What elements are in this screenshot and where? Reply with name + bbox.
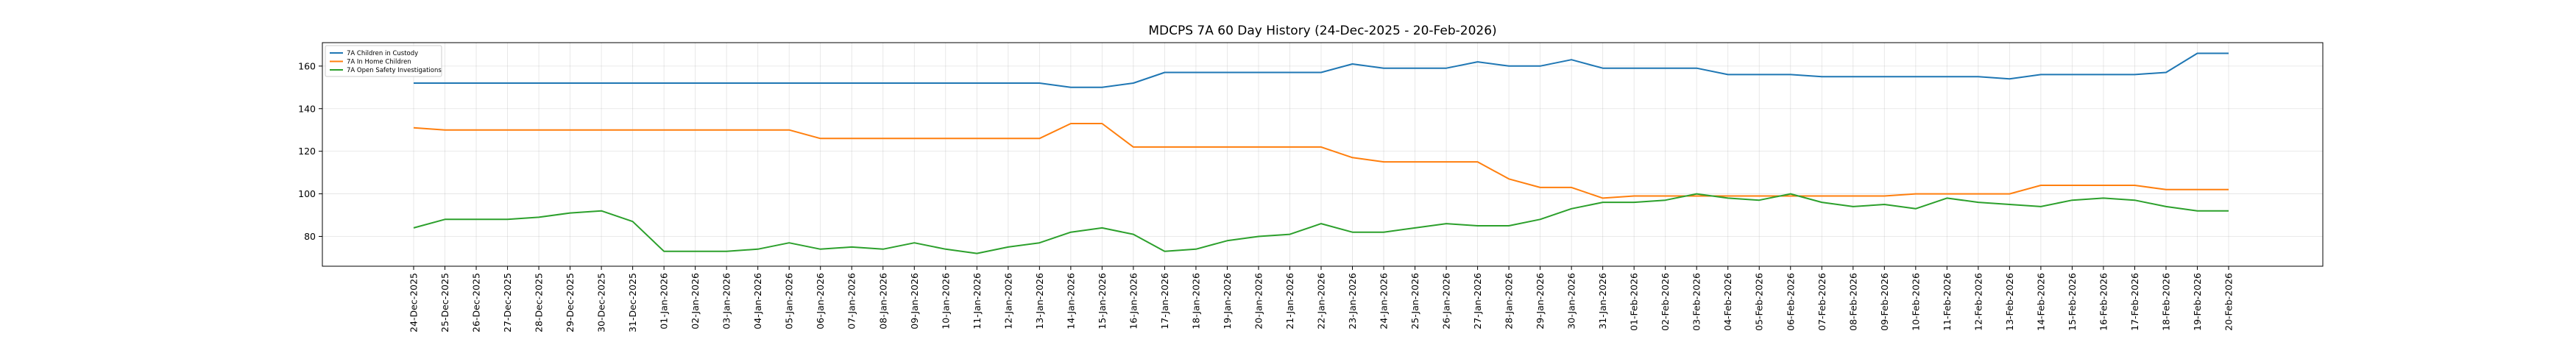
x-tick-label: 25-Dec-2025 [439, 273, 450, 332]
y-tick-label: 80 [304, 231, 316, 242]
y-axis: 80 100 120 140 160 [298, 60, 322, 242]
x-tick-label: 01-Jan-2026 [659, 273, 670, 329]
legend-label-2: 7A Open Safety Investigations [347, 67, 442, 74]
x-tick-label: 01-Feb-2026 [1629, 273, 1640, 331]
x-tick-label: 18-Feb-2026 [2160, 273, 2171, 331]
series-line-2 [413, 193, 2229, 254]
x-tick-label: 22-Jan-2026 [1316, 273, 1327, 329]
x-tick-label: 14-Feb-2026 [2035, 273, 2046, 331]
x-tick-label: 17-Feb-2026 [2129, 273, 2140, 331]
plot-area-frame [322, 42, 2324, 267]
x-tick-label: 03-Jan-2026 [721, 273, 732, 329]
x-tick-label: 06-Feb-2026 [1785, 273, 1796, 331]
x-tick-label: 04-Feb-2026 [1722, 273, 1733, 331]
x-tick-label: 09-Jan-2026 [909, 273, 920, 329]
x-tick-label: 10-Jan-2026 [940, 273, 951, 329]
legend-label-0: 7A Children in Custody [347, 50, 418, 57]
x-tick-label: 24-Jan-2026 [1379, 273, 1390, 329]
x-tick-label: 26-Jan-2026 [1441, 273, 1452, 329]
series-line-1 [413, 123, 2229, 199]
y-tick-label: 120 [298, 146, 316, 157]
x-tick-label: 10-Feb-2026 [1910, 273, 1921, 331]
x-tick-label: 13-Jan-2026 [1034, 273, 1045, 329]
x-tick-label: 20-Feb-2026 [2223, 273, 2234, 331]
x-tick-label: 28-Dec-2025 [534, 273, 545, 332]
x-tick-label: 05-Jan-2026 [784, 273, 795, 329]
x-tick-label: 28-Jan-2026 [1504, 273, 1515, 329]
x-tick-label: 30-Jan-2026 [1566, 273, 1577, 329]
x-tick-label: 09-Feb-2026 [1879, 273, 1890, 331]
x-tick-label: 30-Dec-2025 [596, 273, 607, 332]
x-axis: 24-Dec-2025 25-Dec-2025 26-Dec-2025 27-Dec-… [408, 266, 2234, 332]
x-tick-label: 08-Jan-2026 [877, 273, 888, 329]
series-line-0 [414, 52, 2229, 88]
x-tick-label: 14-Jan-2026 [1065, 273, 1076, 329]
x-tick-label: 16-Jan-2026 [1128, 273, 1139, 329]
x-tick-label: 15-Feb-2026 [2067, 273, 2078, 331]
y-tick-label: 140 [298, 103, 316, 114]
x-tick-label: 26-Dec-2025 [471, 273, 482, 332]
x-tick-label: 31-Dec-2025 [627, 273, 638, 332]
x-tick-label: 27-Dec-2025 [502, 273, 513, 332]
series-layer [413, 52, 2229, 254]
x-tick-label: 08-Feb-2026 [1847, 273, 1858, 331]
x-tick-label: 05-Feb-2026 [1754, 273, 1765, 331]
grid [322, 43, 2323, 266]
x-tick-label: 27-Jan-2026 [1472, 273, 1483, 329]
legend: 7A Children in Custody 7A In Home Childre… [325, 45, 442, 77]
x-tick-label: 25-Jan-2026 [1409, 273, 1420, 329]
x-tick-label: 19-Feb-2026 [2192, 273, 2203, 331]
x-tick-label: 02-Jan-2026 [690, 273, 701, 329]
x-tick-label: 12-Feb-2026 [1972, 273, 1984, 331]
x-tick-label: 20-Jan-2026 [1253, 273, 1264, 329]
x-tick-label: 18-Jan-2026 [1190, 273, 1201, 329]
x-tick-label: 29-Jan-2026 [1535, 273, 1546, 329]
x-tick-label: 04-Jan-2026 [752, 273, 763, 329]
x-tick-label: 07-Feb-2026 [1816, 273, 1827, 331]
x-tick-label: 16-Feb-2026 [2098, 273, 2109, 331]
legend-label-1: 7A In Home Children [347, 59, 411, 66]
x-tick-label: 15-Jan-2026 [1097, 273, 1108, 329]
x-tick-label: 19-Jan-2026 [1222, 273, 1233, 329]
y-tick-label: 100 [298, 188, 316, 199]
x-tick-label: 03-Feb-2026 [1691, 273, 1702, 331]
x-tick-label: 13-Feb-2026 [2004, 273, 2015, 331]
x-tick-label: 11-Jan-2026 [972, 273, 983, 329]
x-tick-label: 29-Dec-2025 [565, 273, 576, 332]
x-tick-label: 21-Jan-2026 [1284, 273, 1295, 329]
chart-title: MDCPS 7A 60 Day History (24-Dec-2025 - 2… [1148, 24, 1496, 38]
x-tick-label: 06-Jan-2026 [815, 273, 826, 329]
y-tick-label: 160 [298, 60, 316, 71]
x-tick-label: 24-Dec-2025 [408, 273, 420, 332]
x-tick-label: 11-Feb-2026 [1942, 273, 1953, 331]
x-tick-label: 12-Jan-2026 [1002, 273, 1013, 329]
x-tick-label: 23-Jan-2026 [1347, 273, 1358, 329]
x-tick-label: 02-Feb-2026 [1660, 273, 1671, 331]
x-tick-label: 07-Jan-2026 [846, 273, 857, 329]
legend-frame [325, 45, 442, 77]
x-tick-label: 17-Jan-2026 [1159, 273, 1170, 329]
x-tick-label: 31-Jan-2026 [1597, 273, 1608, 329]
